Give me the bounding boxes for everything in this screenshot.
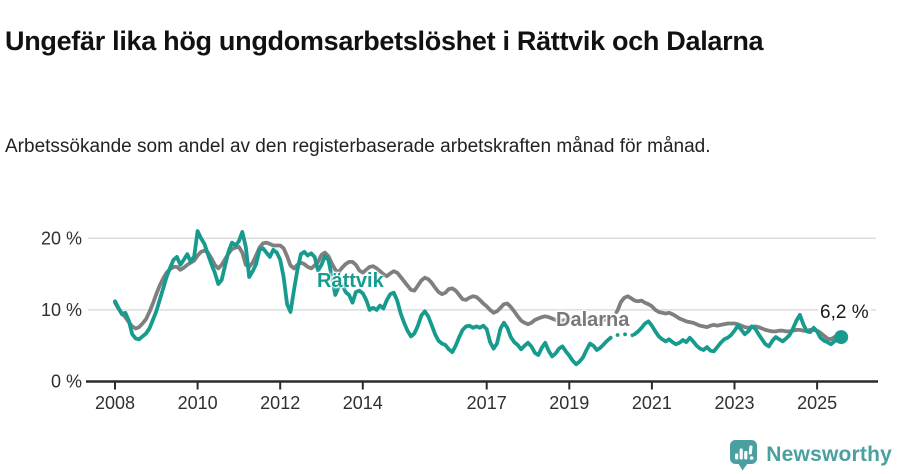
series-label-dalarna: Dalarna — [556, 309, 630, 331]
x-tick-label-2014: 2014 — [343, 393, 383, 413]
series-line-Rättvik — [632, 312, 844, 354]
series-line-dotted-Rättvik — [608, 332, 637, 340]
brand-name: Newsworthy — [766, 443, 892, 466]
series-line-Dalarna — [113, 240, 599, 331]
newsworthy-logo[interactable]: Newsworthy — [729, 439, 892, 471]
x-tick-label-2012: 2012 — [260, 393, 300, 413]
series-end-dot-Rättvik — [834, 330, 849, 345]
series-label-rattvik: Rättvik — [317, 270, 384, 292]
x-tick-label-2017: 2017 — [467, 393, 507, 413]
series-line-Rättvik — [113, 229, 613, 367]
series-line-Dalarna — [615, 294, 844, 342]
x-tick-label-2008: 2008 — [95, 393, 135, 413]
y-tick-label-0: 0 % — [51, 372, 82, 392]
x-tick-label-2025: 2025 — [797, 393, 837, 413]
chart-subtitle: Arbetssökande som andel av den registerb… — [5, 136, 711, 157]
last-value-annotation: 6,2 % — [818, 302, 871, 324]
newsworthy-bubble-icon — [730, 440, 758, 471]
y-tick-label-10: 10 % — [41, 300, 82, 320]
x-tick-label-2021: 2021 — [632, 393, 672, 413]
x-tick-label-2023: 2023 — [714, 393, 754, 413]
x-tick-label-2019: 2019 — [549, 393, 589, 413]
page-title: Ungefär lika hög ungdomsarbetslöshet i R… — [5, 26, 764, 57]
y-tick-label-20: 20 % — [41, 228, 82, 248]
x-tick-label-2010: 2010 — [178, 393, 218, 413]
